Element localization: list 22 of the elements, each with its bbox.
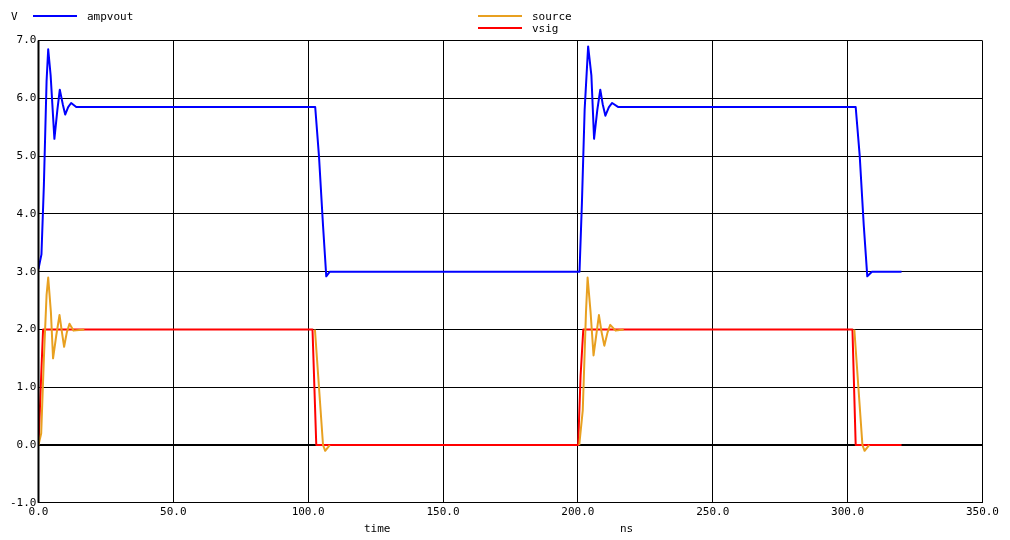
y-tick-label: 7.0 bbox=[16, 33, 37, 47]
x-axis-title: time bbox=[364, 522, 391, 535]
y-axis-title: V bbox=[11, 10, 18, 23]
x-tick-label: 300.0 bbox=[831, 505, 865, 519]
y-tick-label: 6.0 bbox=[16, 91, 37, 105]
legend-label: ampvout bbox=[87, 9, 134, 23]
y-tick-label: 1.0 bbox=[16, 380, 37, 394]
legend-label: source bbox=[532, 9, 572, 23]
y-tick-label: 4.0 bbox=[16, 206, 37, 220]
text: ns bbox=[620, 522, 634, 535]
x-tick-label: 50.0 bbox=[160, 505, 187, 519]
y-tick-label: 2.0 bbox=[16, 322, 37, 336]
x-tick-label: 150.0 bbox=[426, 505, 460, 519]
legend-label: vsig bbox=[532, 21, 559, 35]
x-tick-label: 250.0 bbox=[696, 505, 730, 519]
x-tick-label: 0.0 bbox=[28, 505, 49, 519]
x-tick-label: 100.0 bbox=[291, 505, 325, 519]
y-tick-label: 0.0 bbox=[16, 437, 37, 451]
x-tick-label: 350.0 bbox=[965, 505, 1000, 519]
x-tick-label: 200.0 bbox=[561, 505, 595, 519]
y-tick-label: 3.0 bbox=[16, 264, 37, 278]
y-tick-label: 5.0 bbox=[16, 149, 37, 163]
